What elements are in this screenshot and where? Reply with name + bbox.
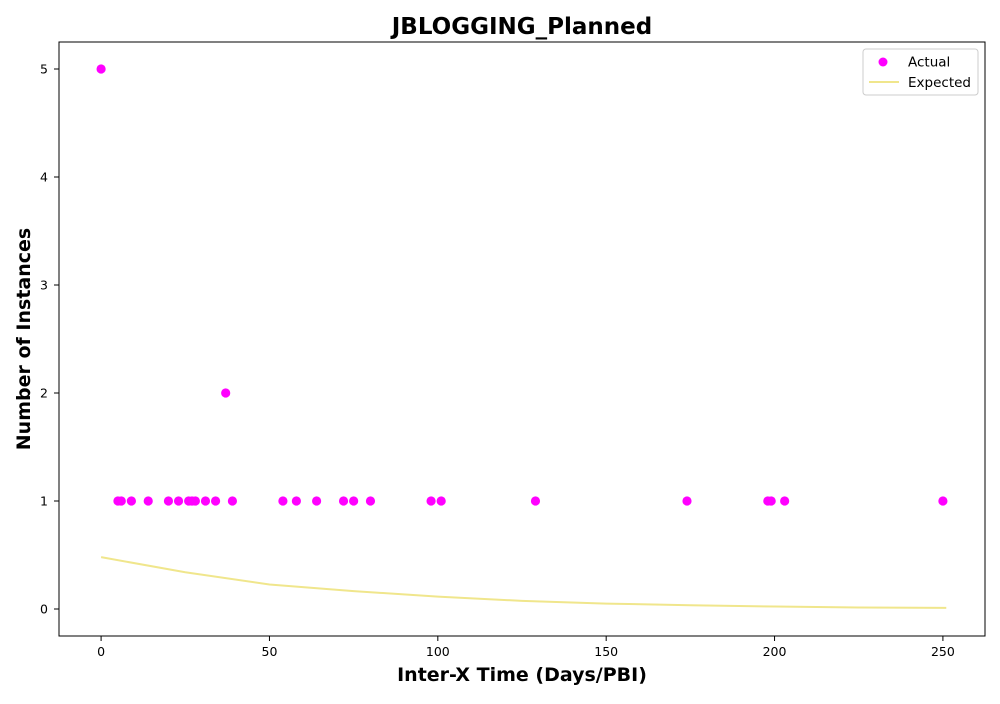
plot-frame	[58, 41, 986, 637]
actual-point	[365, 496, 376, 506]
actual-point	[426, 496, 436, 506]
actual-point	[126, 496, 136, 506]
actual-point	[96, 64, 106, 74]
y-tick-label: 2	[40, 386, 48, 401]
actual-point	[210, 496, 221, 506]
legend-expected-label: Expected	[908, 75, 971, 91]
y-tick-label: 5	[40, 62, 48, 77]
actual-point	[190, 496, 200, 506]
x-tick-label: 250	[931, 644, 955, 659]
actual-point	[312, 496, 322, 506]
x-axis-label: Inter-X Time (Days/PBI)	[397, 664, 647, 686]
actual-point	[938, 496, 948, 506]
y-tick-label: 3	[40, 278, 48, 293]
actual-point	[291, 496, 301, 506]
actual-point	[163, 496, 174, 506]
x-tick-label: 150	[594, 644, 618, 659]
actual-point	[436, 496, 446, 506]
actual-point	[116, 496, 126, 506]
actual-point	[780, 496, 790, 506]
y-tick-label: 4	[40, 170, 48, 185]
y-axis-label: Number of Instances	[13, 228, 35, 450]
legend-box	[862, 48, 979, 96]
actual-point	[766, 496, 776, 506]
y-tick-label: 1	[40, 494, 48, 509]
plot-area	[96, 64, 948, 609]
x-tick-label: 100	[426, 644, 450, 659]
chart-title: JBLOGGING_Planned	[390, 14, 653, 40]
expected-line	[100, 556, 947, 609]
actual-point	[338, 496, 349, 506]
actual-point	[278, 496, 288, 506]
actual-point	[530, 496, 541, 506]
x-tick-label: 0	[97, 644, 105, 659]
x-tick-label: 50	[262, 644, 278, 659]
actual-point	[221, 388, 231, 398]
actual-point	[682, 496, 692, 506]
y-tick-label: 0	[40, 602, 48, 617]
actual-point	[143, 496, 153, 506]
actual-point	[173, 496, 184, 506]
x-tick-label: 200	[763, 644, 787, 659]
actual-point	[349, 496, 359, 506]
x-axis: 0 50 100 150 200 250	[97, 636, 955, 659]
legend-actual-label: Actual	[908, 55, 950, 71]
actual-point	[227, 496, 238, 506]
y-axis: 0 1 2 3 4 5	[40, 62, 59, 617]
actual-point	[200, 496, 211, 506]
legend: Actual Expected	[862, 48, 979, 96]
legend-actual-marker	[878, 57, 888, 67]
